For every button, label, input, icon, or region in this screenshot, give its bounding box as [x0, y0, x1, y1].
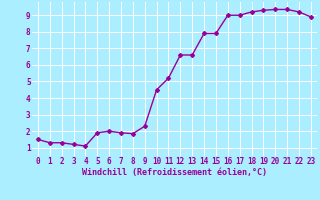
X-axis label: Windchill (Refroidissement éolien,°C): Windchill (Refroidissement éolien,°C) [82, 168, 267, 177]
